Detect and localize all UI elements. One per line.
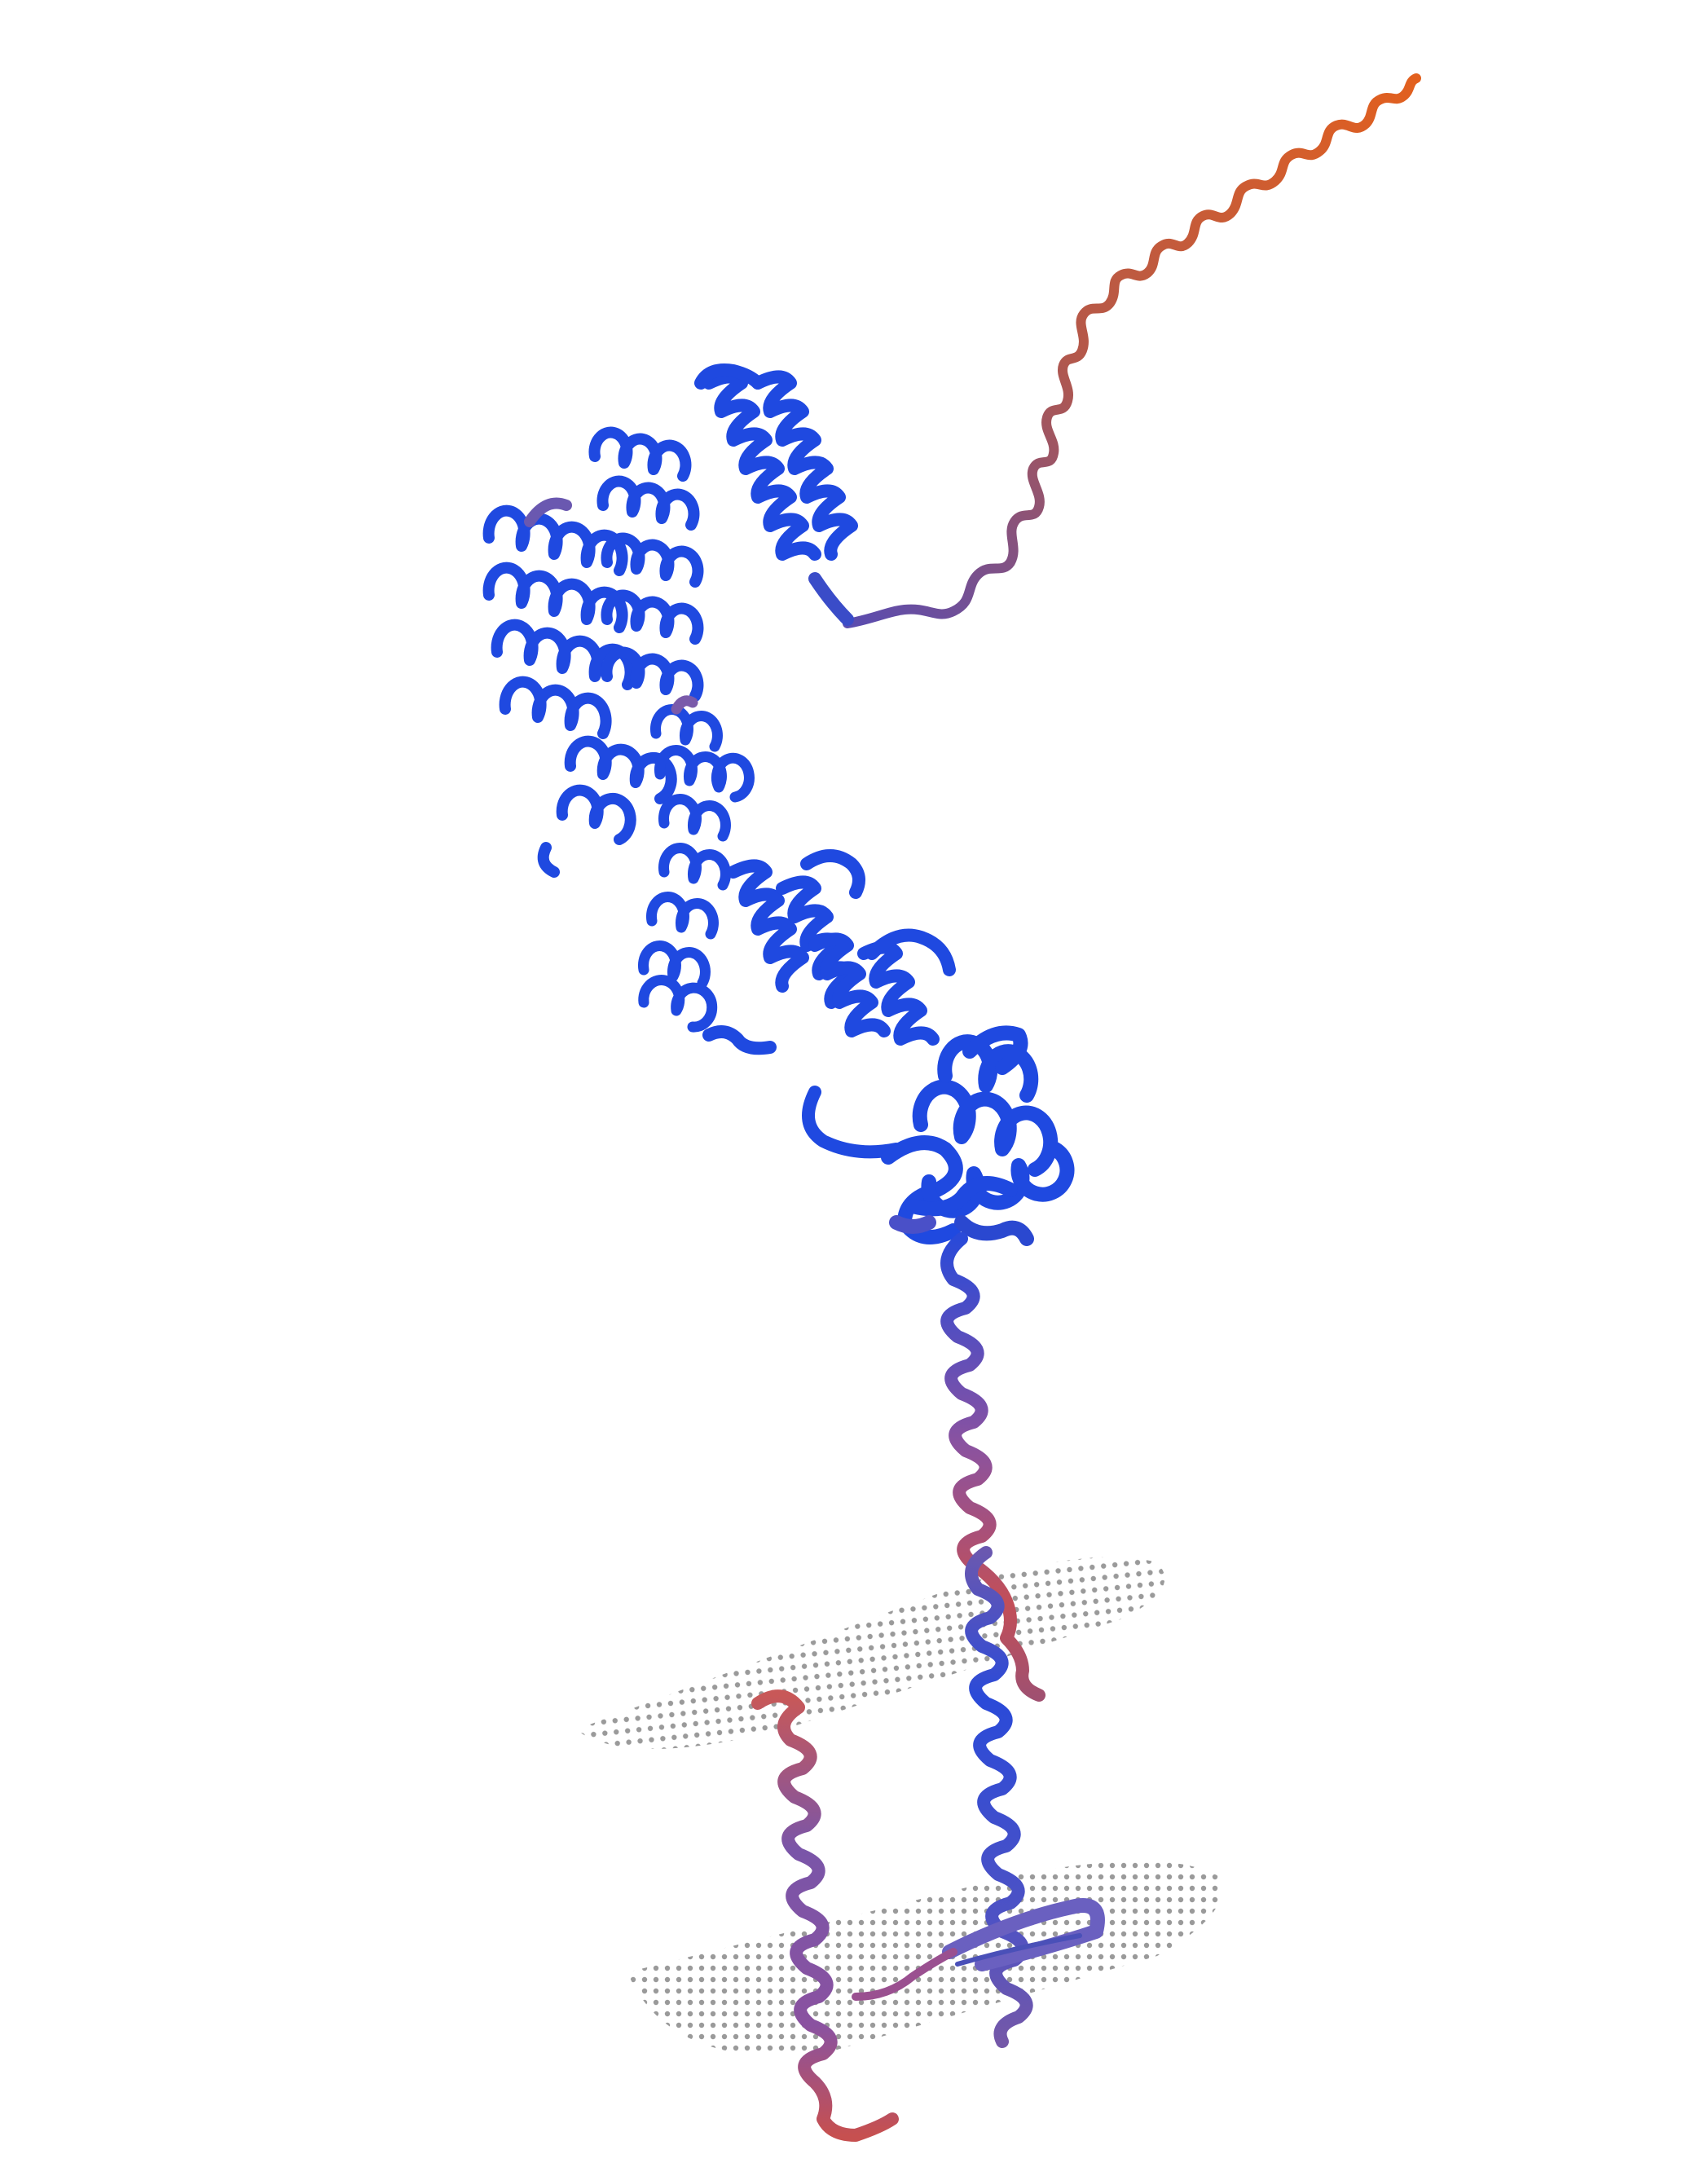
upper-helix-bundle (694, 363, 858, 626)
transmembrane-helix-left (751, 1689, 899, 2142)
disordered-tail (843, 73, 1421, 628)
middle-helix-domain (702, 849, 956, 1159)
globular-domain (881, 1025, 1075, 1246)
beta-hairpin (852, 1898, 1105, 2001)
middle-helix-stack (638, 695, 755, 1033)
membrane-plane-upper (575, 1557, 1165, 1750)
linker-helix (940, 1232, 1045, 1702)
membrane-plane-lower (627, 1861, 1223, 2056)
